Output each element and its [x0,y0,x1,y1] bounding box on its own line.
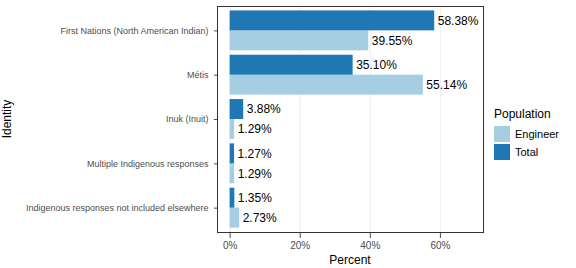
svg-text:1.29%: 1.29% [238,167,272,181]
svg-text:Métis: Métis [187,70,209,80]
svg-text:Indigenous responses not inclu: Indigenous responses not included elsewh… [26,203,209,213]
svg-text:35.10%: 35.10% [356,58,397,72]
svg-text:1.27%: 1.27% [238,147,272,161]
html-text:Total: Total [515,145,539,158]
html-text:Population: Population [494,106,551,121]
svg-text:55.14%: 55.14% [426,78,467,92]
svg-text:First Nations (North American: First Nations (North American Indian) [60,26,208,36]
html-text:Engineer: Engineer [515,127,559,140]
svg-text:39.55%: 39.55% [372,34,413,48]
svg-text:Inuk (Inuit): Inuk (Inuit) [166,114,209,124]
svg-text:40%: 40% [360,240,380,251]
svg-text:Multiple Indigenous responses: Multiple Indigenous responses [87,159,209,169]
svg-text:2.73%: 2.73% [243,211,277,225]
svg-text:58.38%: 58.38% [438,14,479,28]
svg-text:1.35%: 1.35% [238,191,272,205]
svg-text:1.29%: 1.29% [238,122,272,136]
svg-text:Percent: Percent [329,253,371,267]
svg-text:60%: 60% [430,240,450,251]
svg-text:3.88%: 3.88% [247,102,281,116]
svg-text:Identity: Identity [0,100,14,139]
svg-text:20%: 20% [290,240,310,251]
svg-text:0%: 0% [223,240,238,251]
